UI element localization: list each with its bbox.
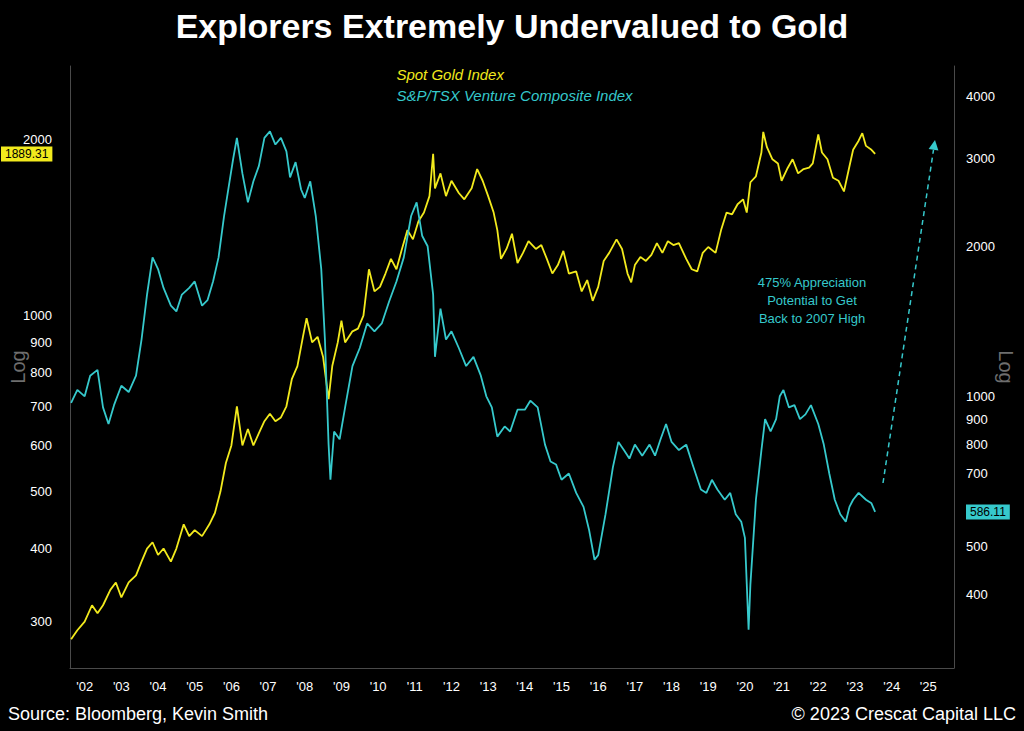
svg-text:Source: Bloomberg, Kevin Smith: Source: Bloomberg, Kevin Smith (8, 704, 268, 724)
svg-text:Potential to Get: Potential to Get (767, 293, 857, 308)
svg-text:'23: '23 (846, 679, 863, 694)
svg-text:900: 900 (30, 335, 52, 350)
svg-text:Log: Log (7, 350, 29, 383)
svg-text:'24: '24 (883, 679, 900, 694)
svg-text:Spot Gold Index: Spot Gold Index (396, 66, 504, 83)
svg-text:800: 800 (966, 437, 988, 452)
svg-text:'21: '21 (773, 679, 790, 694)
svg-text:'11: '11 (407, 679, 423, 694)
svg-text:'10: '10 (370, 679, 387, 694)
svg-text:'09: '09 (333, 679, 350, 694)
svg-text:© 2023 Crescat Capital LLC: © 2023 Crescat Capital LLC (792, 704, 1016, 724)
svg-text:'22: '22 (810, 679, 827, 694)
svg-text:475% Appreciation: 475% Appreciation (758, 275, 866, 290)
svg-text:'13: '13 (480, 679, 497, 694)
svg-text:'07: '07 (260, 679, 277, 694)
svg-text:500: 500 (30, 484, 52, 499)
svg-text:3000: 3000 (966, 151, 995, 166)
svg-text:500: 500 (966, 539, 988, 554)
svg-text:'16: '16 (590, 679, 607, 694)
svg-text:'08: '08 (296, 679, 313, 694)
svg-text:1889.31: 1889.31 (5, 147, 49, 161)
svg-text:1000: 1000 (23, 308, 52, 323)
svg-text:700: 700 (30, 399, 52, 414)
svg-text:'19: '19 (700, 679, 717, 694)
svg-text:400: 400 (966, 587, 988, 602)
svg-text:700: 700 (966, 466, 988, 481)
svg-text:'17: '17 (626, 679, 643, 694)
svg-text:S&P/TSX Venture Composite Inde: S&P/TSX Venture Composite Index (396, 87, 633, 104)
svg-text:2000: 2000 (966, 239, 995, 254)
svg-text:1000: 1000 (966, 389, 995, 404)
svg-text:'14: '14 (516, 679, 533, 694)
svg-text:400: 400 (30, 541, 52, 556)
svg-text:'06: '06 (223, 679, 240, 694)
svg-text:300: 300 (30, 614, 52, 629)
svg-text:Back to 2007 High: Back to 2007 High (759, 311, 865, 326)
svg-text:'02: '02 (76, 679, 93, 694)
svg-text:'04: '04 (150, 679, 167, 694)
svg-text:'03: '03 (113, 679, 130, 694)
svg-text:2000: 2000 (23, 132, 52, 147)
svg-text:'18: '18 (663, 679, 680, 694)
svg-text:Log: Log (995, 350, 1017, 383)
svg-text:Explorers Extremely Undervalue: Explorers Extremely Undervalued to Gold (176, 7, 849, 45)
svg-text:'25: '25 (920, 679, 937, 694)
svg-text:600: 600 (30, 438, 52, 453)
svg-text:'15: '15 (553, 679, 570, 694)
svg-text:586.11: 586.11 (970, 505, 1006, 519)
svg-text:900: 900 (966, 412, 988, 427)
svg-text:'12: '12 (443, 679, 460, 694)
svg-text:'05: '05 (186, 679, 203, 694)
svg-text:'20: '20 (736, 679, 753, 694)
svg-text:4000: 4000 (966, 89, 995, 104)
svg-text:800: 800 (30, 365, 52, 380)
